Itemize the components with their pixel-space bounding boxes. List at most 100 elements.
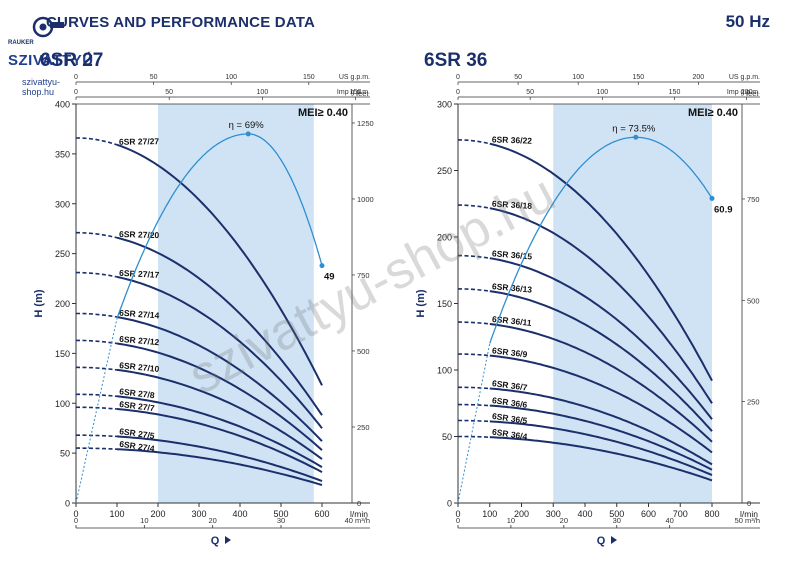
logo-url: szivattyu-shop.hu — [22, 77, 61, 97]
pump-curve — [489, 323, 713, 443]
pump-curve-dashed — [76, 231, 118, 239]
efficiency-curve — [116, 133, 323, 319]
feet-tick-label: 1250 — [357, 119, 374, 128]
pump-curve-label: 6SR 36/6 — [491, 395, 528, 410]
pump-curve — [116, 143, 323, 386]
pump-curve-label: 6SR 36/9 — [492, 345, 529, 359]
efficiency-curve-dashed — [75, 318, 118, 504]
efficiency-curve-dashed — [457, 343, 491, 504]
m3h-unit-label: 40 m³/h — [345, 516, 370, 525]
us-gpm-unit-label: US g.p.m. — [729, 74, 760, 81]
y-axis-title: H (m) — [415, 289, 427, 317]
pump-curve — [489, 387, 713, 466]
y-axis-title: H (m) — [33, 289, 45, 317]
brand-logo: RAUKER SZIVATTYÚ szivattyu-shop.hu — [4, 14, 93, 97]
x-tick-label: 200 — [514, 509, 529, 519]
pump-curve-label: 6SR 27/17 — [119, 268, 160, 280]
pump-curve-label: 6SR 27/8 — [119, 386, 156, 400]
x-tick-label: 100 — [482, 509, 497, 519]
pump-curve — [489, 404, 713, 471]
recommended-range-band — [553, 104, 712, 503]
y-tick-label: 50 — [442, 432, 452, 442]
imp-gpm-tick-label: 50 — [165, 89, 173, 96]
us-gpm-tick-label: 200 — [693, 74, 705, 81]
pump-curve — [116, 316, 323, 442]
pump-curve-dashed — [458, 386, 490, 390]
pump-curve-label: 6SR 27/7 — [119, 399, 156, 413]
x-unit-label: l/min — [350, 509, 368, 519]
pump-curve — [116, 275, 323, 429]
m3h-tick-label: 20 — [208, 516, 216, 525]
pump-curve-label: 6SR 36/15 — [492, 248, 533, 261]
imp-gpm-tick-label: 0 — [456, 89, 460, 96]
pump-curve-dashed — [76, 393, 118, 398]
pump-curve — [489, 142, 713, 382]
pump-curve-label: 6SR 36/18 — [492, 199, 533, 211]
x-unit-label: l/min — [740, 509, 758, 519]
pump-curve-dashed — [458, 321, 490, 325]
pump-curve — [489, 207, 713, 404]
pump-curve-label: 6SR 36/5 — [491, 411, 528, 426]
x-tick-label: 200 — [150, 509, 165, 519]
x-tick-label: 400 — [232, 509, 247, 519]
x-tick-label: 500 — [273, 509, 288, 519]
feet-tick-label: 0 — [747, 499, 751, 508]
efficiency-curve — [489, 136, 713, 344]
us-gpm-tick-label: 150 — [632, 74, 644, 81]
frequency-label: 50 Hz — [725, 12, 770, 31]
pump-curve-dashed — [458, 254, 490, 259]
mei-label: MEI≥ 0.40 — [298, 107, 348, 119]
pump-curve — [489, 257, 713, 420]
chart-title-6sr27: 6SR 27 — [40, 50, 104, 71]
pump-curve — [116, 435, 323, 483]
pump-curve-dashed — [458, 435, 490, 438]
us-gpm-unit-label: US g.p.m. — [339, 74, 370, 81]
m3h-tick-label: 30 — [277, 516, 285, 525]
y-tick-label: 0 — [65, 499, 70, 509]
efficiency-end-point — [709, 195, 715, 201]
pump-curve-label: 6SR 36/22 — [492, 134, 533, 145]
m3h-tick-label: 10 — [140, 516, 148, 525]
us-gpm-tick-label: 150 — [303, 74, 315, 81]
feet-tick-label: 250 — [747, 398, 760, 407]
pump-curve-dashed — [76, 339, 118, 345]
us-gpm-tick-label: 0 — [74, 74, 78, 81]
x-tick-label: 100 — [109, 509, 124, 519]
feet-tick-label: 250 — [357, 423, 370, 432]
page-title: CURVES AND PERFORMANCE DATA — [46, 14, 316, 31]
m3h-tick-label: 20 — [560, 516, 568, 525]
efficiency-peak-label: η = 69% — [229, 120, 265, 131]
pump-curve-dashed — [76, 447, 118, 450]
y-tick-label: 300 — [437, 100, 452, 110]
pump-curve — [116, 236, 323, 416]
feet-tick-label: 750 — [747, 195, 760, 204]
logo-brand-name: SZIVATTYÚ — [8, 52, 94, 69]
feet-unit-label: feet — [746, 89, 759, 98]
imp-gpm-tick-label: 150 — [669, 89, 681, 96]
x-tick-label: 700 — [673, 509, 688, 519]
feet-tick-label: 750 — [357, 271, 370, 280]
x-axis-title: Q — [211, 535, 220, 547]
imp-gpm-tick-label: 50 — [526, 89, 534, 96]
y-tick-label: 50 — [60, 449, 70, 459]
efficiency-peak-point — [245, 131, 251, 137]
efficiency-end-point — [319, 263, 325, 269]
pump-curve-label: 6SR 27/20 — [119, 229, 160, 240]
m3h-tick-label: 10 — [507, 516, 515, 525]
x-tick-label: 500 — [609, 509, 624, 519]
pump-curve — [489, 290, 713, 432]
pump-curve-dashed — [457, 353, 490, 357]
feet-tick-label: 500 — [357, 347, 370, 356]
pump-curve — [116, 448, 323, 486]
pump-curve-dashed — [76, 312, 118, 318]
pump-curve-label: 6SR 27/27 — [119, 136, 160, 147]
y-tick-label: 200 — [437, 233, 452, 243]
mei-label: MEI≥ 0.40 — [688, 107, 738, 119]
imp-gpm-unit-label: Imp g.p.m. — [337, 89, 370, 96]
feet-tick-label: 500 — [747, 296, 760, 305]
m3h-tick-label: 30 — [613, 516, 621, 525]
imp-gpm-tick-label: 100 — [257, 89, 269, 96]
y-tick-label: 150 — [55, 349, 70, 359]
